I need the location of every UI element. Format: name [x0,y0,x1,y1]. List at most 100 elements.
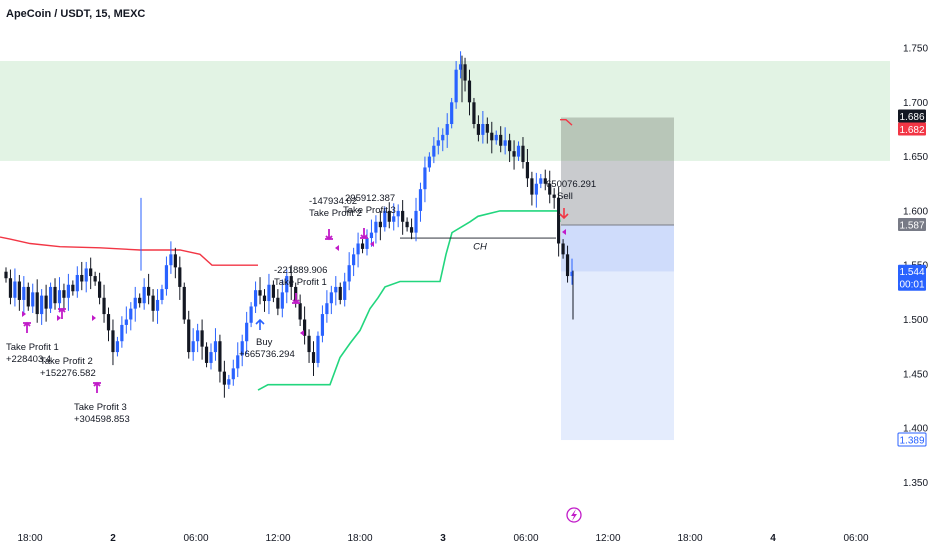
annotation-tp3b-value: 295912.387 [345,193,395,204]
candle-body [57,290,62,304]
take-profit-up-icon [23,321,31,333]
candle-body [436,140,440,146]
take-profit-up-icon [58,307,66,319]
candle-body [276,297,280,309]
candle-body [441,134,445,141]
chart-title: ApeCoin / USDT, 15, MEXC [6,8,146,20]
price-tick-label: 1.600 [903,206,928,217]
candle-body [405,221,409,228]
candle-body [485,124,489,133]
candle-body [44,295,48,309]
candle-body [93,276,97,282]
stop-loss-box [561,160,674,226]
candle-body [71,284,75,292]
candle-body [253,290,258,307]
candle-body [530,178,534,195]
candle-body [53,286,57,304]
candle-body [8,278,13,298]
candle-body [383,210,387,228]
price-badge-price [898,109,926,123]
candle-body [138,297,142,304]
price-tick-label: 1.350 [903,478,928,489]
candle-body [271,284,276,298]
price-badge-label: 1.544 [899,267,924,278]
candle-body [298,303,302,320]
candle-body [450,102,454,125]
candle-body [164,265,169,290]
candle-body [557,197,561,244]
candle-body [285,276,289,293]
candle-body [62,290,66,298]
candle-body [481,124,485,135]
candle-body [401,210,405,222]
candle-body [249,306,253,323]
annotation-tp2b-title: Take Profit 2 [309,208,362,219]
candle-body [392,216,396,222]
candle-body [22,286,26,300]
candle-body [120,324,124,342]
signal-flag-icon [562,229,566,235]
candle-body [169,254,173,266]
time-tick-label: 3 [440,533,446,544]
candle-body [124,319,128,325]
candle-body [133,297,137,309]
trailing-stop-upper [0,236,258,266]
price-badge-blue [898,264,926,291]
candle-body [84,268,88,282]
candle-body [147,286,151,296]
annotation-tp1-value: +228403.4 [6,354,51,365]
price-badge-gray [898,218,926,232]
price-badge-label: 1.686 [899,112,924,123]
candle-body [218,341,222,372]
price-tick-label: 1.500 [903,315,928,326]
candle-body [418,189,423,211]
price-badge-blue_outline [897,432,927,447]
sell-arrow-icon [559,208,569,220]
candle-body [423,167,427,190]
price-tick-label: 1.400 [903,424,928,435]
annotation-tp2-value: +152276.582 [40,368,96,379]
candle-body [338,286,342,300]
candle-body [329,292,333,304]
time-tick-label: 18:00 [677,533,702,544]
price-badges: 1.686 1.682 1.587 1.544 00:01 1.389 [897,109,927,447]
candle-body [204,346,209,363]
annotation-tp2-title: Take Profit 2 [40,356,93,367]
price-tick-label: 1.700 [903,98,928,109]
trailing-stop-tick [560,118,573,126]
candle-body [512,151,516,157]
time-tick-label: 2 [110,533,116,544]
annotation-sell-value: 650076.291 [546,179,596,190]
annotation-buy-title: Buy [256,337,273,348]
candle-body [35,292,39,315]
candle-body [458,64,463,70]
candle-body [17,281,21,300]
candle-body [80,274,84,282]
trailing-stop-lower [257,210,561,391]
annotation-tp3-title: Take Profit 3 [74,402,127,413]
candle-body [352,254,356,266]
candle-body [231,368,235,380]
candle-body [539,178,543,184]
candle-body [369,232,374,239]
candle-body [258,290,262,296]
price-tick-label: 1.650 [903,152,928,163]
candle-body [311,352,316,363]
candle-body [445,124,449,135]
candle-body [173,254,177,268]
candle-body [343,281,347,300]
candle-body [89,268,93,277]
candle-body [97,281,102,298]
take-profit-down-icon [292,293,300,305]
candle-body [155,299,160,311]
candle-body [467,80,472,103]
time-tick-label: 06:00 [843,533,868,544]
candle-body [570,271,574,277]
annotation-tp1b-value: -221889.906 [274,265,327,276]
take-profit-down-icon [360,228,368,240]
time-tick-label: 12:00 [265,533,290,544]
lightning-bolt-icon [571,509,577,521]
markers-layer [22,208,569,393]
